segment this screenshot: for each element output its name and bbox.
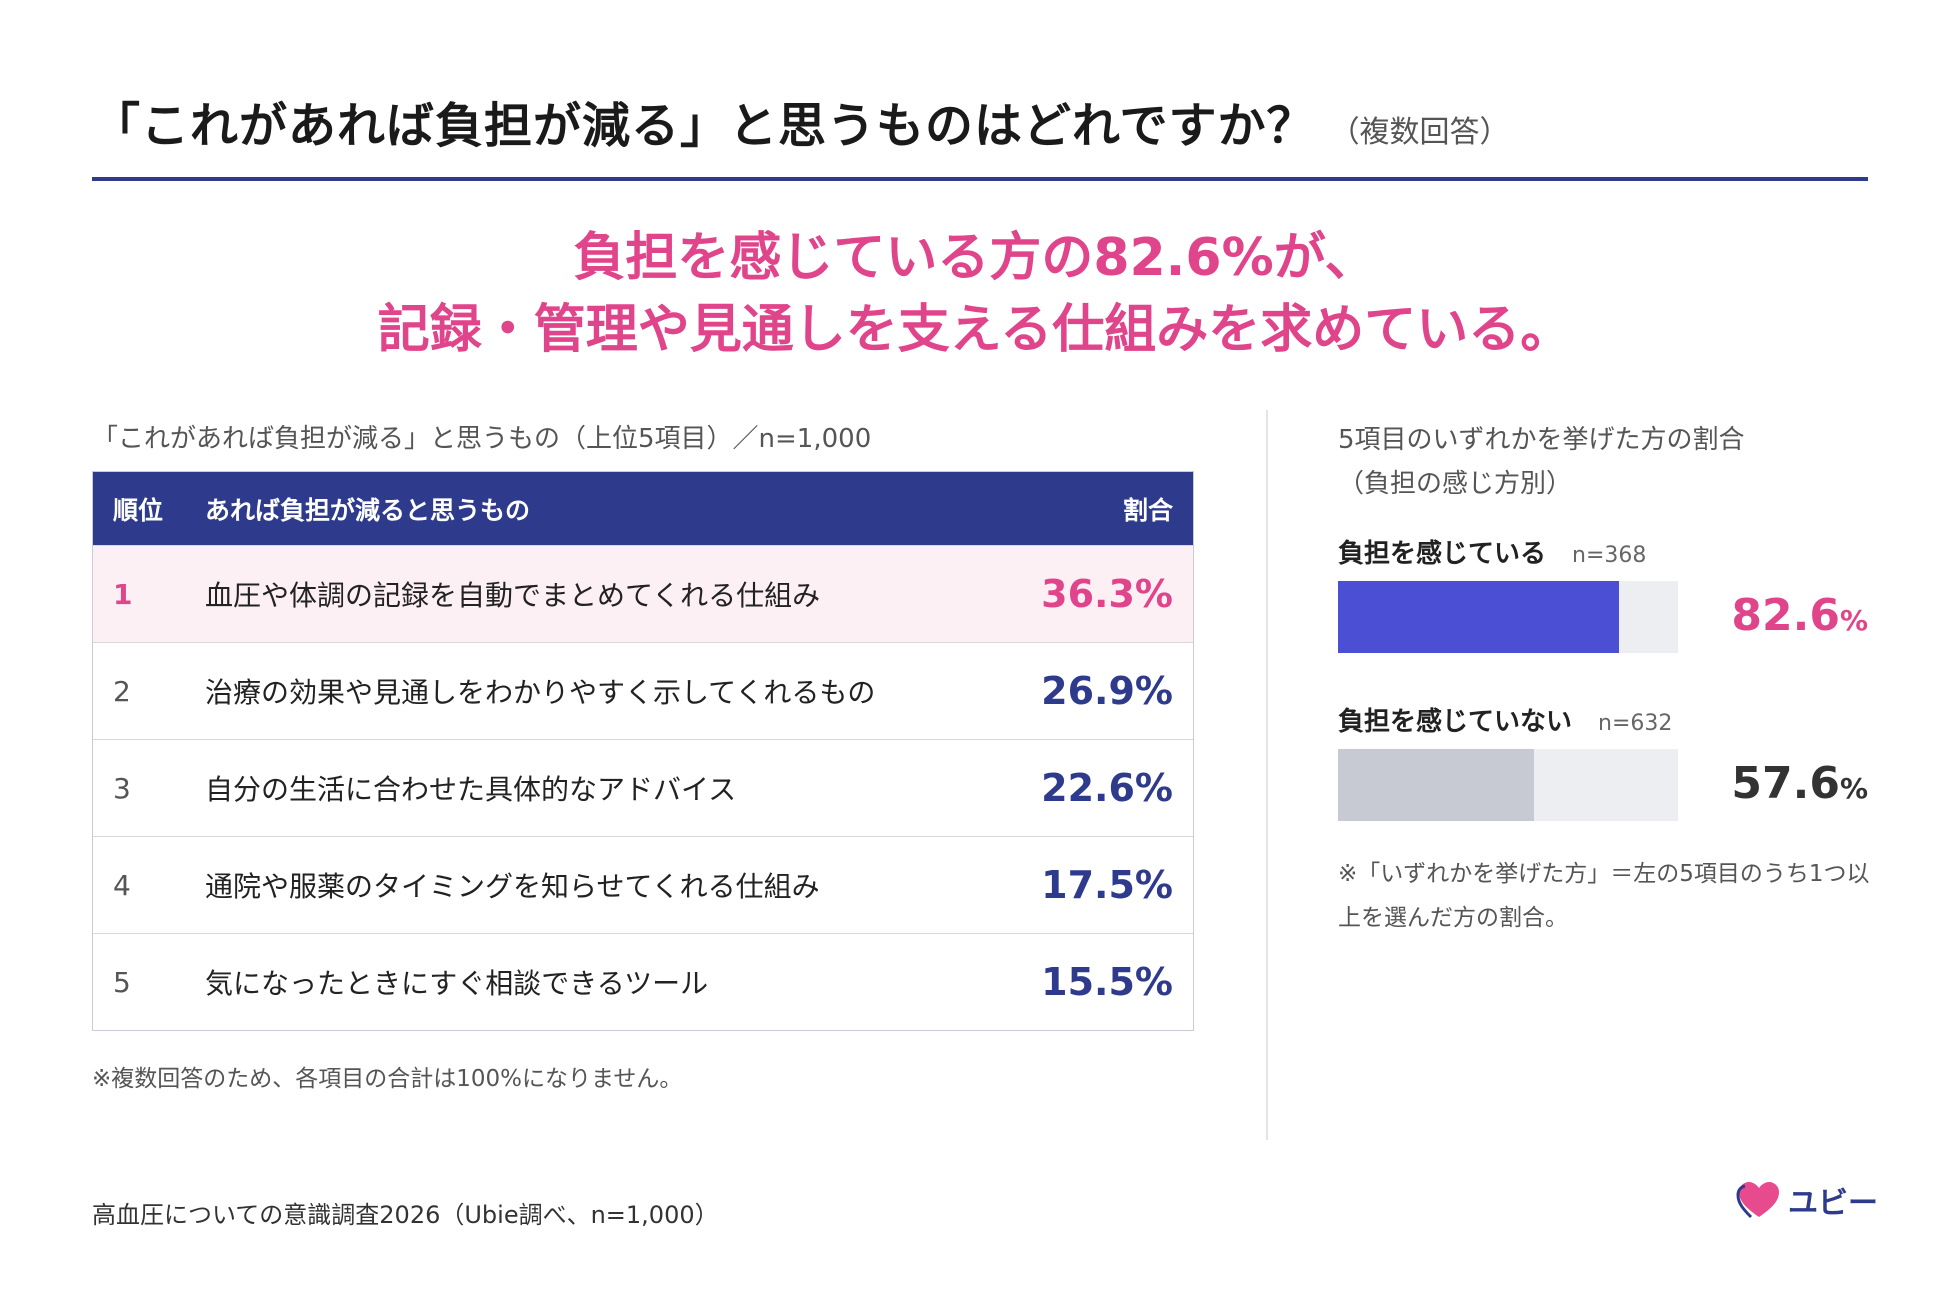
table-row: 2 治療の効果や見通しをわかりやすく示してくれるもの 26.9% (93, 642, 1193, 739)
percent-cell: 26.9% (1041, 669, 1173, 713)
bar-track-not-burdened (1338, 749, 1678, 821)
heart-icon (1736, 1182, 1779, 1219)
rank-cell: 1 (113, 577, 133, 611)
bar-not-burdened (1338, 749, 1534, 821)
table-row: 4 通院や服薬のタイミングを知らせてくれる仕組み 17.5% (93, 836, 1193, 933)
title-divider (92, 177, 1868, 181)
item-cell: 血圧や体調の記録を自動でまとめてくれる仕組み (205, 579, 821, 612)
bar-burdened (1338, 581, 1619, 653)
bar-n-label: n=368 (1572, 543, 1647, 568)
page-title: 「これがあれば負担が減る」と思うものはどれですか？ (92, 98, 1316, 154)
bar-track-burdened (1338, 581, 1678, 653)
headline-line-1: 負担を感じている方の82.6%が、 (573, 228, 1377, 288)
bar-value-number: 57.6 (1731, 758, 1840, 809)
source-note: 高血圧についての意識調査2026（Ubie調べ、n=1,000） (92, 1201, 719, 1229)
item-cell: 自分の生活に合わせた具体的なアドバイス (205, 773, 737, 806)
column-header-rank: 順位 (113, 495, 164, 525)
item-cell: 治療の効果や見通しをわかりやすく示してくれるもの (205, 676, 876, 709)
percent-cell: 36.3% (1041, 572, 1173, 616)
percent-cell: 15.5% (1041, 960, 1173, 1004)
column-header-percent: 割合 (1122, 495, 1173, 525)
table-row: 1 血圧や体調の記録を自動でまとめてくれる仕組み 36.3% (93, 545, 1193, 642)
title-row: 「これがあれば負担が減る」と思うものはどれですか？ （複数回答） (92, 86, 1510, 156)
bar-category-label: 負担を感じている (1338, 539, 1547, 569)
bar-value-not-burdened: 57.6% (1700, 758, 1868, 809)
bar-label-not-burdened: 負担を感じていない n=632 (1338, 701, 1672, 738)
brand-logo: ユビー (1736, 1178, 1878, 1222)
rank-cell: 5 (113, 965, 131, 999)
bar-value-burdened: 82.6% (1700, 590, 1868, 641)
table-row: 5 気になったときにすぐ相談できるツール 15.5% (93, 933, 1193, 1030)
ranking-table: 順位 あれば負担が減ると思うもの 割合 1 血圧や体調の記録を自動でまとめてくれ… (92, 471, 1194, 1031)
bar-value-number: 82.6 (1731, 590, 1840, 641)
item-cell: 通院や服薬のタイミングを知らせてくれる仕組み (205, 870, 820, 903)
percent-cell: 22.6% (1041, 766, 1173, 810)
percent-cell: 17.5% (1041, 863, 1173, 907)
bar-n-label: n=632 (1598, 711, 1673, 736)
page-title-note: （複数回答） (1329, 115, 1510, 150)
table-caption: 「これがあれば負担が減る」と思うもの（上位5項目）／n=1,000 (92, 424, 872, 454)
column-divider (1266, 410, 1268, 1140)
bar-chart-caption: 5項目のいずれかを挙げた方の割合 （負担の感じ方別） (1338, 418, 1745, 506)
headline: 負担を感じている方の82.6%が、 記録・管理や見通しを支える仕組みを求めている… (0, 222, 1950, 366)
bar-value-unit: % (1839, 772, 1868, 805)
table-footnote: ※複数回答のため、各項目の合計は100%になりません。 (92, 1066, 683, 1092)
bar-label-burdened: 負担を感じている n=368 (1338, 533, 1646, 570)
table-header: 順位 あれば負担が減ると思うもの 割合 (93, 472, 1193, 545)
bar-chart-title: 5項目のいずれかを挙げた方の割合 (1338, 425, 1745, 455)
headline-line-2: 記録・管理や見通しを支える仕組みを求めている。 (377, 300, 1573, 360)
item-cell: 気になったときにすぐ相談できるツール (205, 967, 709, 1000)
table-row: 3 自分の生活に合わせた具体的なアドバイス 22.6% (93, 739, 1193, 836)
bar-category-label: 負担を感じていない (1338, 707, 1573, 737)
bar-chart-footnote: ※「いずれかを挙げた方」＝左の5項目のうち1つ以上を選んだ方の割合。 (1338, 861, 1870, 931)
bar-chart-subtitle: （負担の感じ方別） (1338, 469, 1573, 499)
rank-cell: 4 (113, 868, 131, 902)
rank-cell: 2 (113, 674, 131, 708)
logo-text: ユビー (1788, 1186, 1878, 1221)
column-header-item: あれば負担が減ると思うもの (205, 495, 531, 525)
bar-value-unit: % (1839, 604, 1868, 637)
rank-cell: 3 (113, 771, 131, 805)
